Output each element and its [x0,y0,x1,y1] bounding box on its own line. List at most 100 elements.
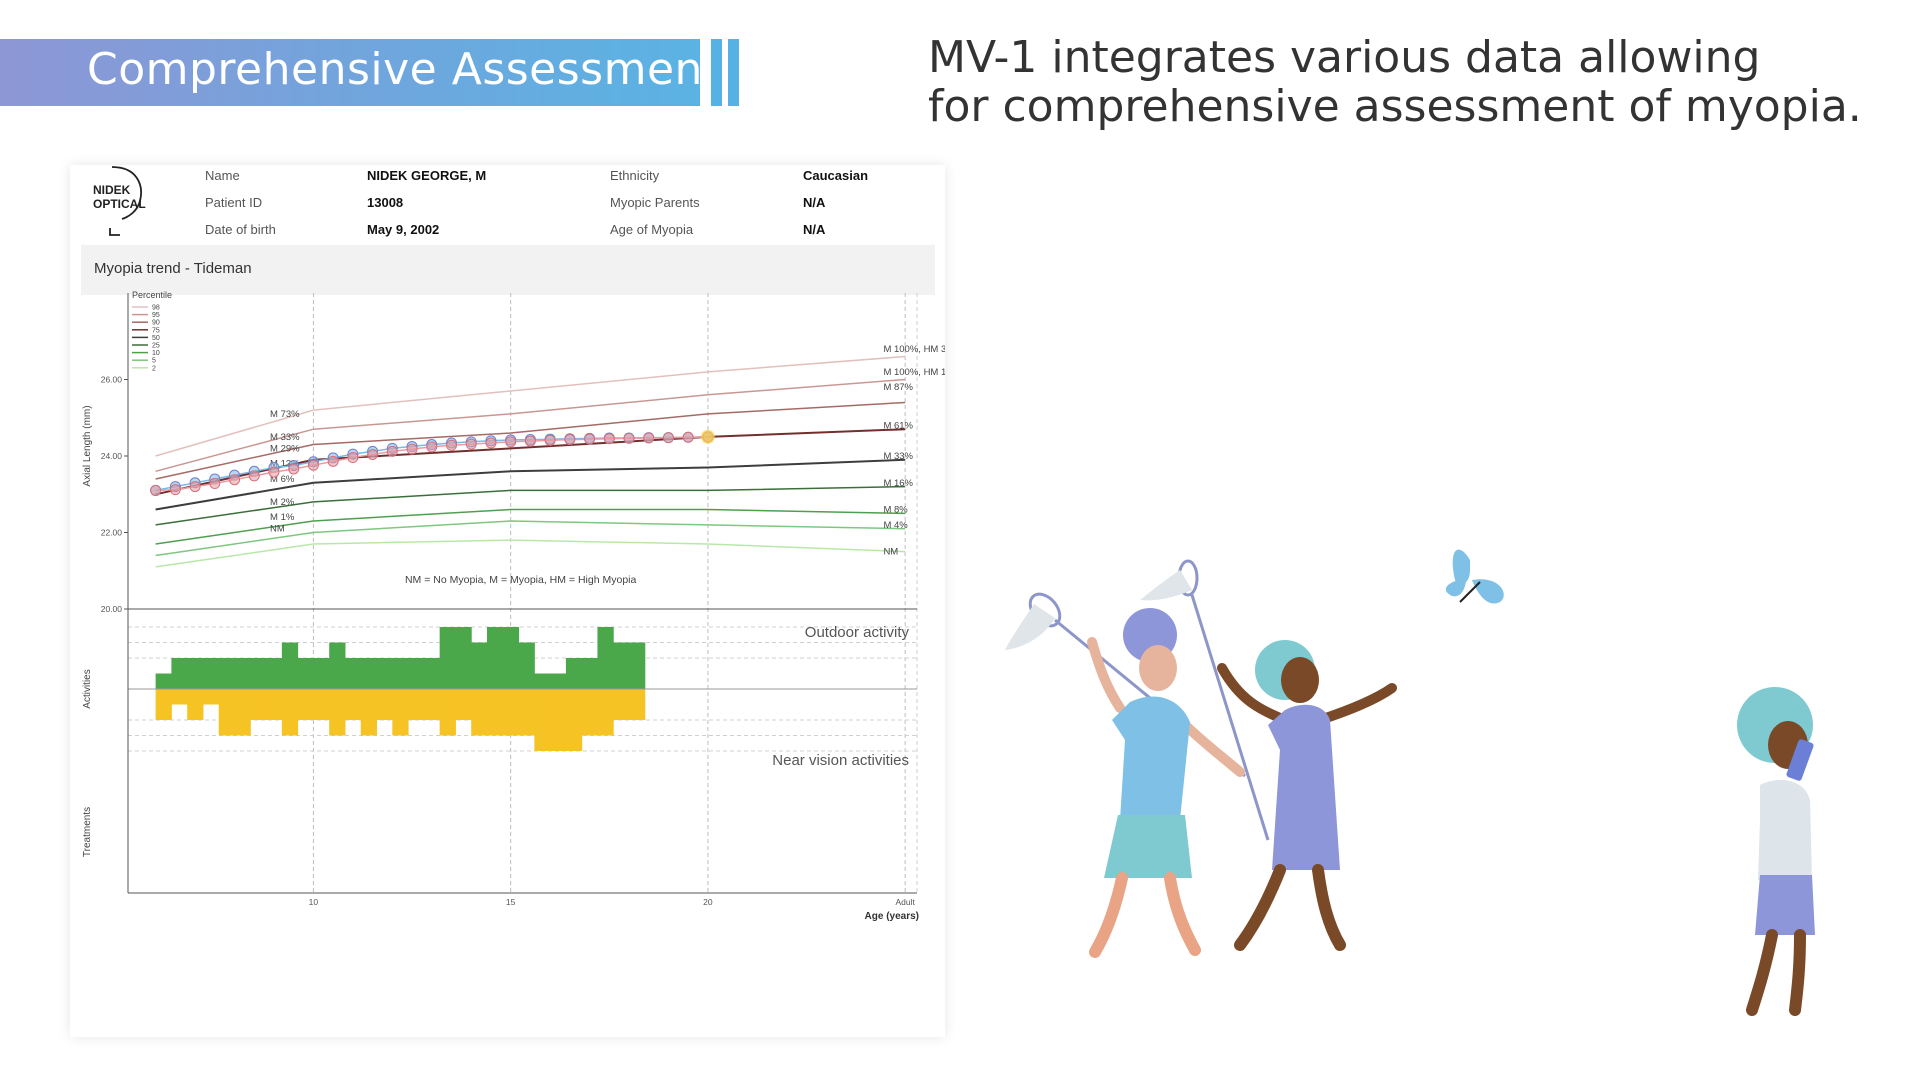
right-annotation-1: M 100%, HM 16% [883,367,945,378]
left-annotation-2: M 29% [270,443,300,454]
near-bar-22 [502,689,520,736]
near-bar-8 [281,689,299,736]
percentile-curve-75 [155,428,906,496]
x-tick-label-0: 10 [309,897,319,907]
near-bar-15 [392,689,409,736]
outdoor-bar-15 [392,658,409,689]
age-of-myopia: N/A [803,222,826,237]
subtitle-line-2: for comprehensive assessment of myopia. [928,81,1862,132]
near-bar-30 [629,689,646,720]
outdoor-bar-27 [581,658,598,689]
logo-line-2: OPTICAL [93,197,146,211]
measurement-series [150,429,715,496]
activities-bars: Outdoor activity Near vision activities [128,624,917,769]
y-axis-label: Axial Length (mm) [82,405,93,486]
outdoor-bar-14 [376,658,393,689]
patient-ethnicity: Caucasian [803,168,869,183]
logo-text: NIDEK OPTICAL [93,183,146,211]
near-bar-3 [202,689,220,705]
slide-title: Comprehensive Assessment [87,44,721,95]
right-annotation-3: M 61% [883,420,913,431]
percentile-curve-90 [155,401,906,480]
right-annotation-2: M 87% [883,382,913,393]
subtitle-line-1: MV-1 integrates various data allowing [928,32,1761,83]
series-1-point-10 [347,452,359,464]
phone-icon [1786,739,1814,781]
outdoor-bar-6 [250,658,267,689]
y-tick-label-2: 22.00 [101,528,123,538]
series-1-point-15 [445,439,457,451]
near-bar-6 [250,689,267,720]
near-bar-4 [218,689,236,736]
left-annotation-0: M 73% [270,409,300,420]
outdoor-bar-19 [455,627,472,689]
series-1-point-22 [584,433,596,445]
left-annotation-3: M 13% [270,459,300,470]
series-1-point-6 [268,466,280,478]
right-annotation-7: M 4% [883,520,908,531]
children-with-nets-illustration [1005,549,1504,958]
near-bar-27 [581,689,598,736]
percentile-curve-98 [155,355,906,457]
activities-axis-label: Activities [82,669,93,708]
outdoor-bar-25 [550,673,567,689]
legend-note: NM = No Myopia, M = Myopia, HM = High My… [405,574,637,586]
near-bar-2 [187,689,204,720]
slide-subtitle: MV-1 integrates various data allowing fo… [928,33,1908,131]
percentile-curves [155,355,906,568]
near-bar-10 [313,689,330,720]
report-card: NIDEK OPTICAL Name NIDEK GEORGE, M Patie… [70,165,945,1037]
y-tick-label-3: 20.00 [101,604,123,614]
outdoor-bar-12 [344,658,362,689]
percentile-curve-5 [155,520,906,557]
percentile-curve-95 [155,378,906,473]
patient-dob: May 9, 2002 [367,222,440,237]
series-1-point-1 [169,484,181,496]
series-1-point-7 [288,463,300,475]
outdoor-bar-26 [565,658,583,689]
title-banner [0,39,700,106]
outdoor-bar-4 [218,658,236,689]
series-1-point-26 [662,432,674,444]
ethnicity-label: Ethnicity [610,168,660,183]
left-annotation-7: NM [270,524,285,535]
series-1-point-9 [327,455,339,467]
outdoor-bar-24 [534,673,551,689]
legend-label-2: 2 [152,365,156,372]
outdoor-bar-10 [313,658,330,689]
legend-label-5: 5 [152,358,156,365]
near-bar-1 [171,689,188,705]
legend-label-98: 98 [152,305,160,312]
near-bar-9 [297,689,314,720]
outdoor-bar-9 [297,658,314,689]
series-1-point-21 [564,434,576,446]
series-1-point-8 [307,459,319,471]
left-annotation-4: M 6% [270,474,295,485]
near-bar-14 [376,689,393,720]
series-1-point-17 [485,437,497,449]
near-bar-13 [360,689,378,736]
series-1-point-24 [623,432,635,444]
name-label: Name [205,168,240,183]
patient-id: 13008 [367,195,404,210]
treatments-axis-label: Treatments [82,807,93,857]
series-1-point-20 [544,434,556,446]
right-annotation-8: NM [883,547,898,558]
right-annotation-6: M 8% [883,505,908,516]
series-1-point-2 [189,481,201,493]
outdoor-activity-label: Outdoor activity [805,624,910,641]
x-tick-label-2: 20 [703,897,713,907]
near-bar-12 [344,689,362,720]
dob-label: Date of birth [205,222,276,237]
outdoor-bar-28 [597,627,614,689]
series-1-point-19 [524,435,536,447]
chart-axes: 26.00 24.00 22.00 20.00 10 15 20 Adult Age (year… [82,293,919,922]
outdoor-bar-16 [408,658,425,689]
near-bar-24 [534,689,551,751]
myopia-trend-chart: M 73%M 33%M 29%M 13%M 6%M 2%M 1%NMM 100%… [82,290,945,922]
y-tick-label-0: 26.00 [101,375,123,385]
section-header: Myopia trend - Tideman [81,245,935,295]
near-bar-16 [408,689,425,720]
near-bar-7 [266,689,283,720]
outdoor-bar-11 [329,642,346,689]
